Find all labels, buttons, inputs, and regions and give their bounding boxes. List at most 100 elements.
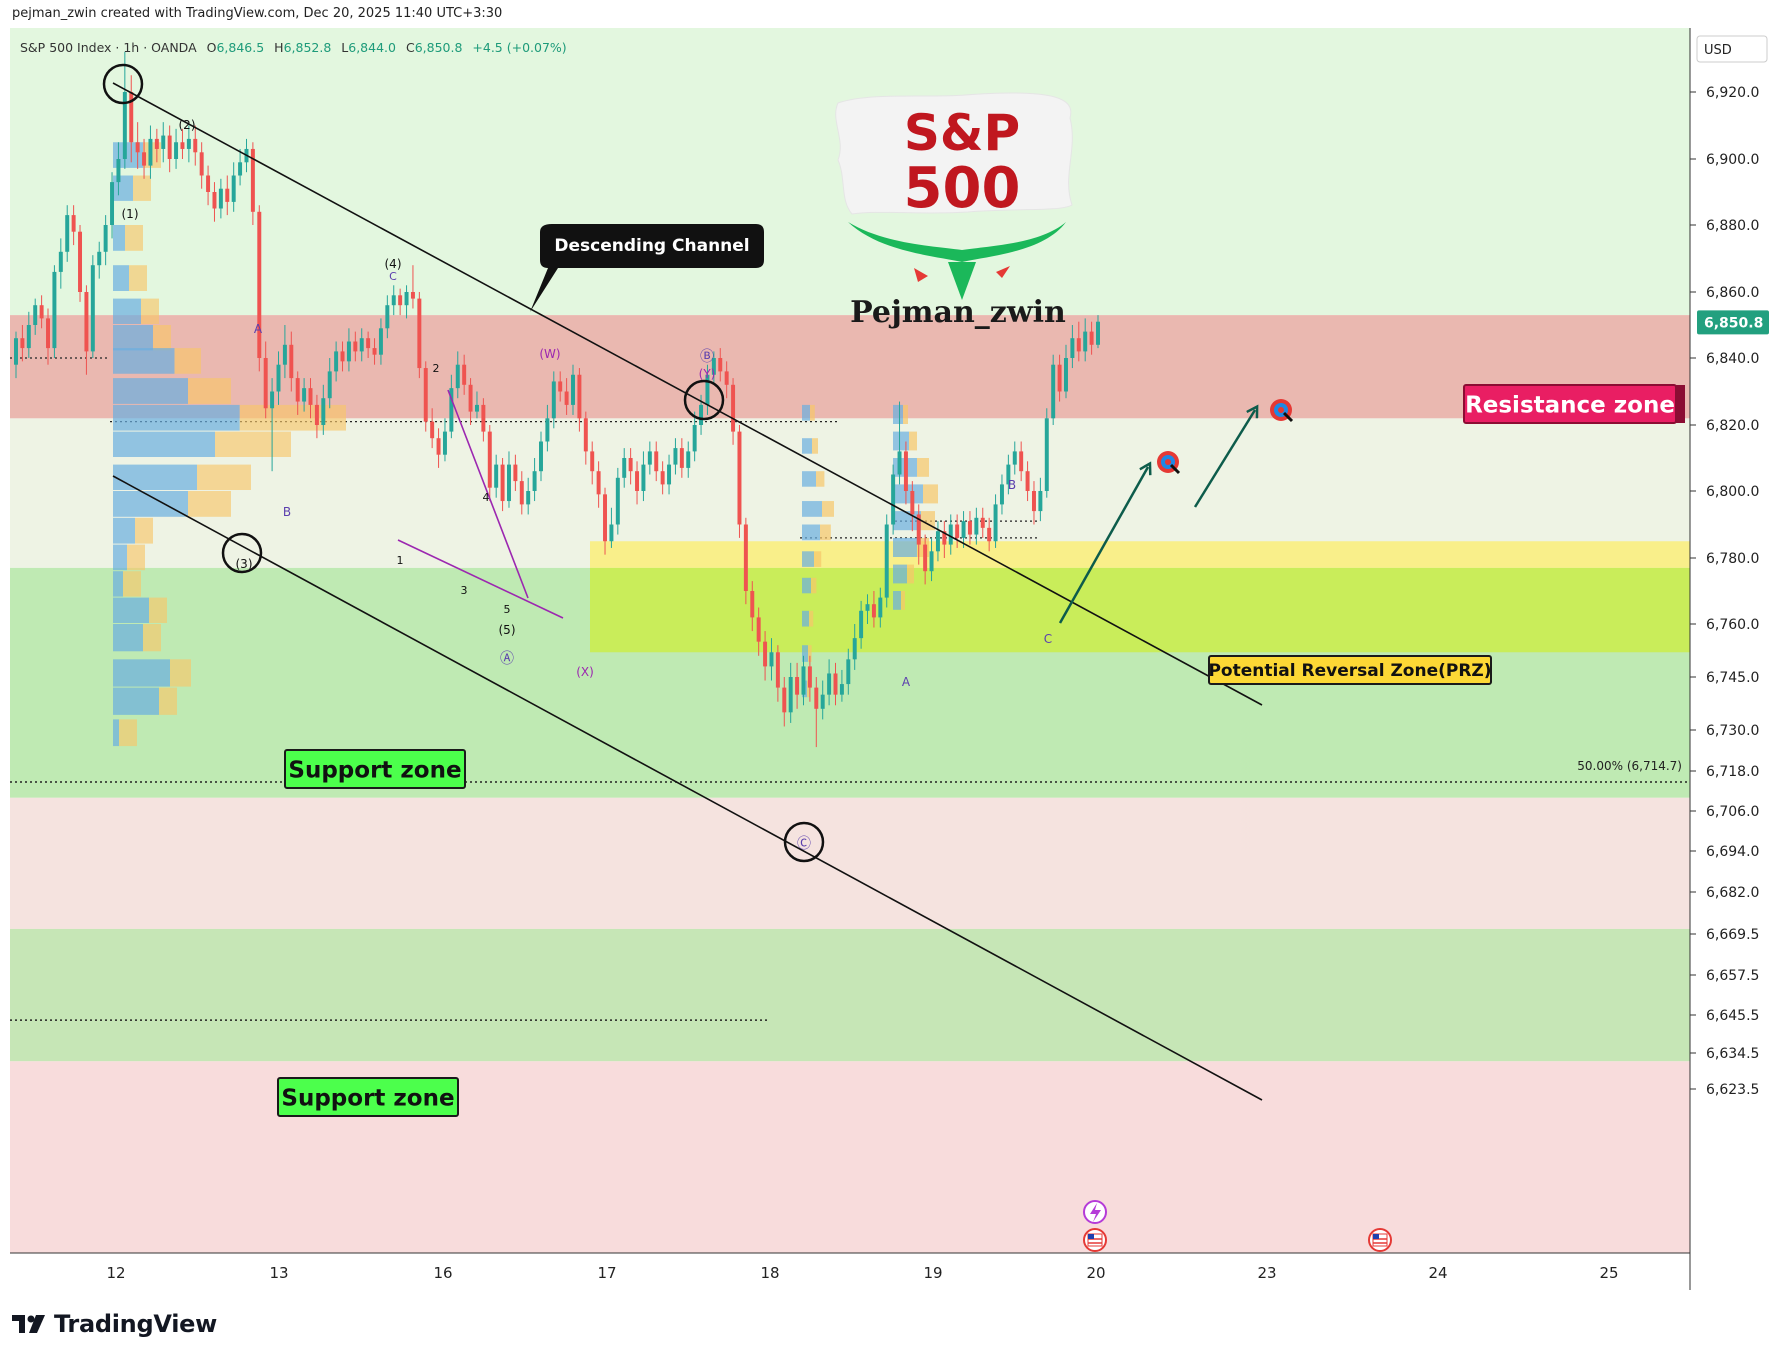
target-icon-dart — [1282, 411, 1294, 423]
wedge-lower-line — [397, 539, 564, 619]
candle-body — [609, 524, 614, 542]
volume-profile-bar — [810, 404, 815, 421]
candle-body — [782, 687, 787, 713]
candle — [270, 378, 275, 472]
us-flag-canton — [1088, 1234, 1094, 1239]
candle — [795, 662, 800, 709]
support-zone-rect-2 — [10, 928, 1690, 1062]
price-tick-label: 6,880.0 — [1706, 218, 1759, 234]
candle — [1076, 321, 1081, 362]
candle — [346, 328, 351, 372]
candle — [686, 441, 691, 478]
price-axis[interactable]: USD 6,920.0 6,900.0 6,880.0 6,860.0 6,840.0 6… — [1689, 28, 1769, 1290]
candle-body — [596, 471, 601, 495]
candle-body — [1031, 491, 1036, 512]
wave-label-5: (5) — [499, 623, 516, 637]
volume-profile-bar — [907, 564, 914, 584]
candle — [148, 125, 153, 179]
candle-body — [372, 348, 377, 355]
candle — [116, 142, 121, 196]
tradingview-brand: TradingView — [54, 1310, 217, 1338]
volume-profile-bar — [113, 225, 125, 251]
candle — [788, 662, 793, 723]
candle — [724, 361, 729, 399]
candle-body — [110, 182, 115, 225]
candle-body — [167, 135, 172, 159]
time-axis[interactable]: 12 13 16 17 18 19 20 23 24 25 — [10, 1252, 1690, 1282]
wave-label-2: (2) — [179, 118, 196, 132]
candle — [731, 378, 736, 445]
candle — [474, 391, 479, 419]
candle-body — [1064, 358, 1068, 392]
candle — [494, 454, 499, 498]
candle-body — [1051, 364, 1056, 419]
volume-profile-bar — [113, 491, 188, 517]
candle — [122, 51, 127, 169]
candle-body — [346, 341, 351, 362]
candle — [622, 448, 627, 488]
candle — [641, 451, 646, 502]
candle-body — [731, 384, 736, 432]
candle-body — [199, 152, 204, 176]
wave-label-3: (3) — [236, 557, 253, 571]
candle — [97, 241, 102, 279]
target-arrow-1 — [1058, 467, 1148, 624]
subwave-label-1: 1 — [397, 554, 404, 567]
candle-body — [711, 358, 716, 375]
candle-body — [468, 384, 473, 412]
prz-label-text: Potential Reversal Zone(PRZ) — [1208, 661, 1491, 681]
candle-body — [148, 138, 153, 166]
target-arrow-2 — [1193, 410, 1255, 508]
candle — [218, 178, 223, 219]
volume-profile-bar — [113, 544, 127, 571]
volume-profile-bar — [923, 484, 938, 504]
volume-profile-bar — [909, 431, 917, 451]
candle-body — [705, 374, 710, 405]
symbol-legend: S&P 500 Index · 1h · OANDA O6,846.5 H6,8… — [20, 40, 567, 55]
candle — [609, 507, 614, 548]
candle — [52, 265, 57, 358]
candle-body — [923, 544, 928, 572]
volume-profile-bar — [188, 378, 231, 404]
volume-profile-bar — [135, 517, 153, 544]
candle — [321, 384, 326, 435]
candle-body — [743, 524, 748, 591]
candle-body — [801, 666, 806, 695]
tradingview-logo[interactable]: TradingView — [12, 1310, 217, 1338]
candle-body — [250, 148, 255, 212]
legend-high: 6,852.8 — [284, 40, 332, 55]
fib-label: 50.00% (6,714.7) — [1577, 759, 1682, 773]
candle — [410, 265, 415, 309]
candle — [743, 517, 748, 605]
svg-text:S&P 500 Index · 1h · OANDA: S&P 500 Index · 1h · OANDA O6,846.5 H6,8… — [20, 40, 567, 55]
time-tick-label: 19 — [923, 1264, 942, 1282]
wave-label-c2: C — [1044, 632, 1052, 646]
candle — [276, 351, 281, 405]
candle-body — [58, 251, 63, 272]
candle-body — [122, 92, 127, 159]
candle-body — [410, 292, 415, 299]
candle-body — [807, 666, 812, 688]
volume-profile-bar — [113, 571, 123, 597]
candle-body — [366, 338, 371, 349]
candle-body — [52, 271, 57, 349]
last-price-label: 6,850.8 — [1704, 315, 1763, 331]
legend-high-label: H — [274, 40, 283, 55]
candle-body — [622, 458, 627, 478]
volume-profile-bar — [893, 537, 917, 557]
candle-body — [436, 438, 441, 455]
candle — [1096, 315, 1100, 349]
candle-body — [878, 597, 883, 618]
volume-profile-bar — [811, 577, 817, 594]
price-tick-label: 6,800.0 — [1706, 484, 1759, 500]
candle — [423, 361, 428, 432]
volume-profile-bar — [113, 265, 129, 291]
candle-body — [225, 188, 230, 202]
candle — [571, 364, 575, 415]
price-tick-label: 6,860.0 — [1706, 285, 1759, 301]
volume-profile-bar — [893, 404, 903, 424]
wave-label-4: (4) — [385, 257, 402, 271]
candle-body — [71, 215, 76, 232]
candle-body — [647, 451, 652, 465]
